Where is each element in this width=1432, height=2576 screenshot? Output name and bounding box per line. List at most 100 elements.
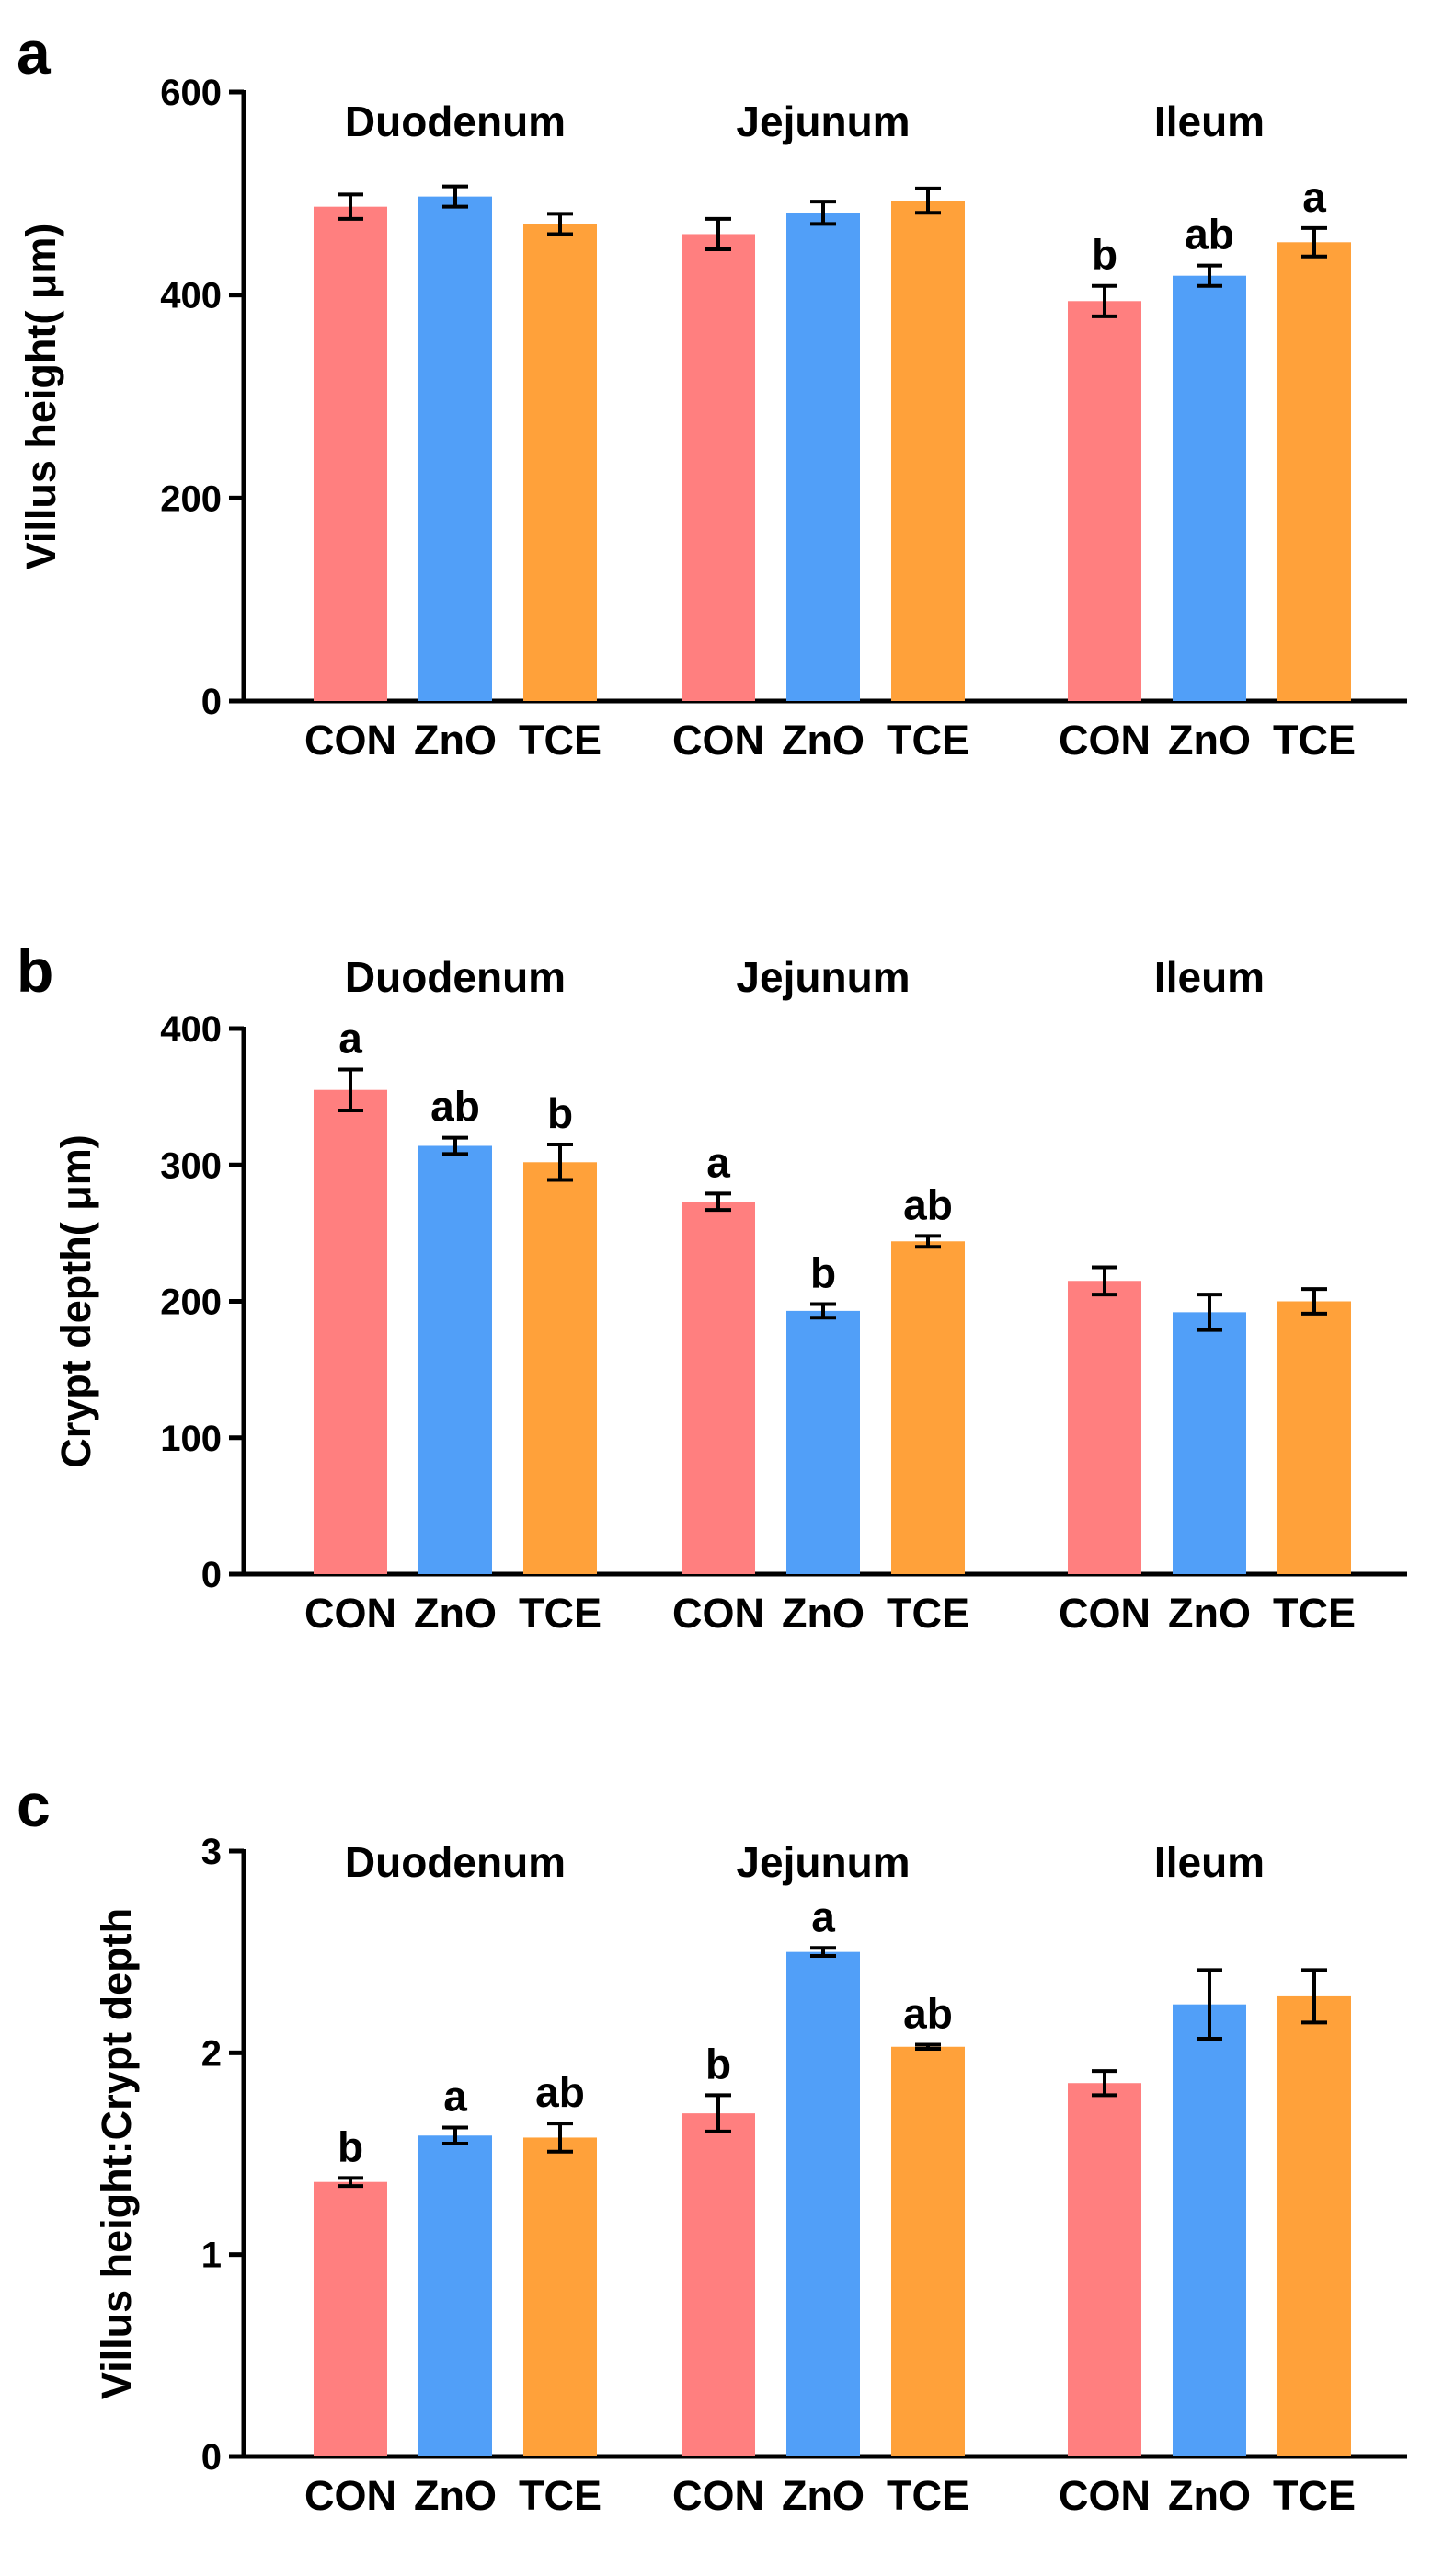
significance-letter: ab bbox=[1185, 211, 1234, 259]
y-axis-title: Villus height( μm) bbox=[17, 224, 64, 570]
category-label-con: CON bbox=[1059, 1590, 1151, 1637]
error-bar bbox=[705, 216, 731, 252]
error-bar bbox=[442, 2125, 468, 2146]
panel-letter: b bbox=[17, 937, 53, 1005]
category-label-con: CON bbox=[1059, 717, 1151, 764]
bar-jejunum-con bbox=[682, 1202, 755, 1574]
y-tick-label: 100 bbox=[160, 1419, 222, 1459]
significance-letter: b bbox=[1092, 231, 1117, 279]
error-bar bbox=[705, 2093, 731, 2133]
y-tick-label: 600 bbox=[160, 73, 222, 113]
significance-letter: ab bbox=[903, 1990, 953, 2038]
category-label-tce: TCE bbox=[1273, 717, 1356, 764]
significance-letter: b bbox=[547, 1089, 573, 1137]
category-label-zno: ZnO bbox=[414, 2472, 497, 2519]
y-tick-label: 200 bbox=[160, 478, 222, 519]
category-label-zno: ZnO bbox=[1168, 717, 1251, 764]
error-bar bbox=[547, 2122, 573, 2154]
error-bar bbox=[915, 186, 941, 215]
category-label-zno: ZnO bbox=[1168, 1590, 1251, 1637]
error-bar bbox=[1092, 283, 1117, 318]
y-tick-label: 200 bbox=[160, 1282, 222, 1323]
error-bar bbox=[338, 2176, 363, 2189]
region-label-ileum: Ileum bbox=[1154, 98, 1265, 145]
y-axis-title: Crypt depth( μm) bbox=[52, 1134, 99, 1468]
panel-b: b Crypt depth( μm) 0 100 200 300 400 Duodenum a C… bbox=[17, 937, 1407, 1637]
region-label-jejunum: Jejunum bbox=[736, 1838, 910, 1886]
bar-duodenum-con bbox=[314, 1089, 387, 1574]
y-tick-label: 3 bbox=[201, 1832, 222, 1872]
error-bar bbox=[1301, 225, 1327, 259]
category-label-con: CON bbox=[1059, 2472, 1151, 2519]
category-label-con: CON bbox=[672, 717, 764, 764]
significance-letter: ab bbox=[430, 1083, 480, 1131]
y-tick-label: 300 bbox=[160, 1145, 222, 1186]
y-tick-label: 400 bbox=[160, 276, 222, 316]
error-bar bbox=[1197, 263, 1222, 288]
region-label-duodenum: Duodenum bbox=[345, 1838, 566, 1886]
category-label-zno: ZnO bbox=[782, 1590, 865, 1637]
panel-a: a Villus height( μm) 0 200 400 600 Duodenum CON… bbox=[17, 18, 1407, 764]
bar-jejunum-con bbox=[682, 2113, 755, 2456]
bar-duodenum-zno bbox=[418, 1145, 492, 1574]
error-bar bbox=[338, 192, 363, 221]
bar-ileum-con bbox=[1068, 1281, 1141, 1574]
region-label-duodenum: Duodenum bbox=[345, 98, 566, 145]
bar-jejunum-zno bbox=[786, 213, 860, 702]
panel-letter: a bbox=[17, 18, 52, 86]
region-label-jejunum: Jejunum bbox=[736, 98, 910, 145]
error-bar bbox=[1092, 1265, 1117, 1297]
significance-letter: a bbox=[811, 1892, 835, 1940]
bar-duodenum-tce bbox=[523, 224, 597, 701]
y-tick-label: 2 bbox=[201, 2033, 222, 2074]
region-label-jejunum: Jejunum bbox=[736, 953, 910, 1001]
y-axis-title: Villus height:Crypt depth bbox=[93, 1908, 140, 2399]
significance-letter: a bbox=[706, 1138, 730, 1186]
category-label-zno: ZnO bbox=[414, 717, 497, 764]
bar-duodenum-tce bbox=[523, 1162, 597, 1574]
y-tick-label: 0 bbox=[201, 2437, 222, 2478]
panel-letter: c bbox=[17, 1771, 51, 1839]
y-tick-label: 0 bbox=[201, 682, 222, 722]
error-bar bbox=[547, 212, 573, 236]
category-label-zno: ZnO bbox=[414, 1590, 497, 1637]
bar-ileum-con bbox=[1068, 301, 1141, 701]
significance-letter: b bbox=[338, 2122, 363, 2170]
error-bar bbox=[1301, 1287, 1327, 1316]
bar-duodenum-zno bbox=[418, 2135, 492, 2456]
error-bar bbox=[442, 184, 468, 209]
category-label-tce: TCE bbox=[519, 2472, 601, 2519]
error-bar bbox=[810, 1946, 836, 1959]
y-tick-label: 1 bbox=[201, 2236, 222, 2276]
category-label-tce: TCE bbox=[1273, 2472, 1356, 2519]
category-label-con: CON bbox=[304, 1590, 396, 1637]
region-label-ileum: Ileum bbox=[1154, 953, 1265, 1001]
significance-letter: a bbox=[1302, 173, 1326, 221]
significance-letter: a bbox=[338, 1014, 362, 1062]
error-bar bbox=[1197, 1293, 1222, 1332]
error-bar bbox=[547, 1143, 573, 1182]
category-label-zno: ZnO bbox=[1168, 2472, 1251, 2519]
error-bar bbox=[810, 1302, 836, 1320]
significance-letter: b bbox=[705, 2040, 731, 2087]
error-bar bbox=[1092, 2069, 1117, 2098]
category-label-zno: ZnO bbox=[782, 717, 865, 764]
significance-letter: ab bbox=[903, 1180, 953, 1228]
bar-duodenum-con bbox=[314, 206, 387, 702]
error-bar bbox=[442, 1135, 468, 1156]
error-bar bbox=[915, 2042, 941, 2051]
bar-duodenum-zno bbox=[418, 196, 492, 702]
category-label-con: CON bbox=[304, 2472, 396, 2519]
category-label-tce: TCE bbox=[887, 2472, 969, 2519]
bar-jejunum-con bbox=[682, 234, 755, 701]
error-bar bbox=[915, 1234, 941, 1249]
bar-duodenum-con bbox=[314, 2181, 387, 2456]
significance-letter: ab bbox=[535, 2068, 585, 2116]
category-label-con: CON bbox=[672, 2472, 764, 2519]
bar-ileum-zno bbox=[1173, 1312, 1246, 1574]
error-bar bbox=[705, 1191, 731, 1213]
error-bar bbox=[810, 200, 836, 226]
category-label-tce: TCE bbox=[519, 717, 601, 764]
panel-c: c Villus height:Crypt depth 0 1 2 3 Duodenum b C… bbox=[17, 1771, 1407, 2519]
